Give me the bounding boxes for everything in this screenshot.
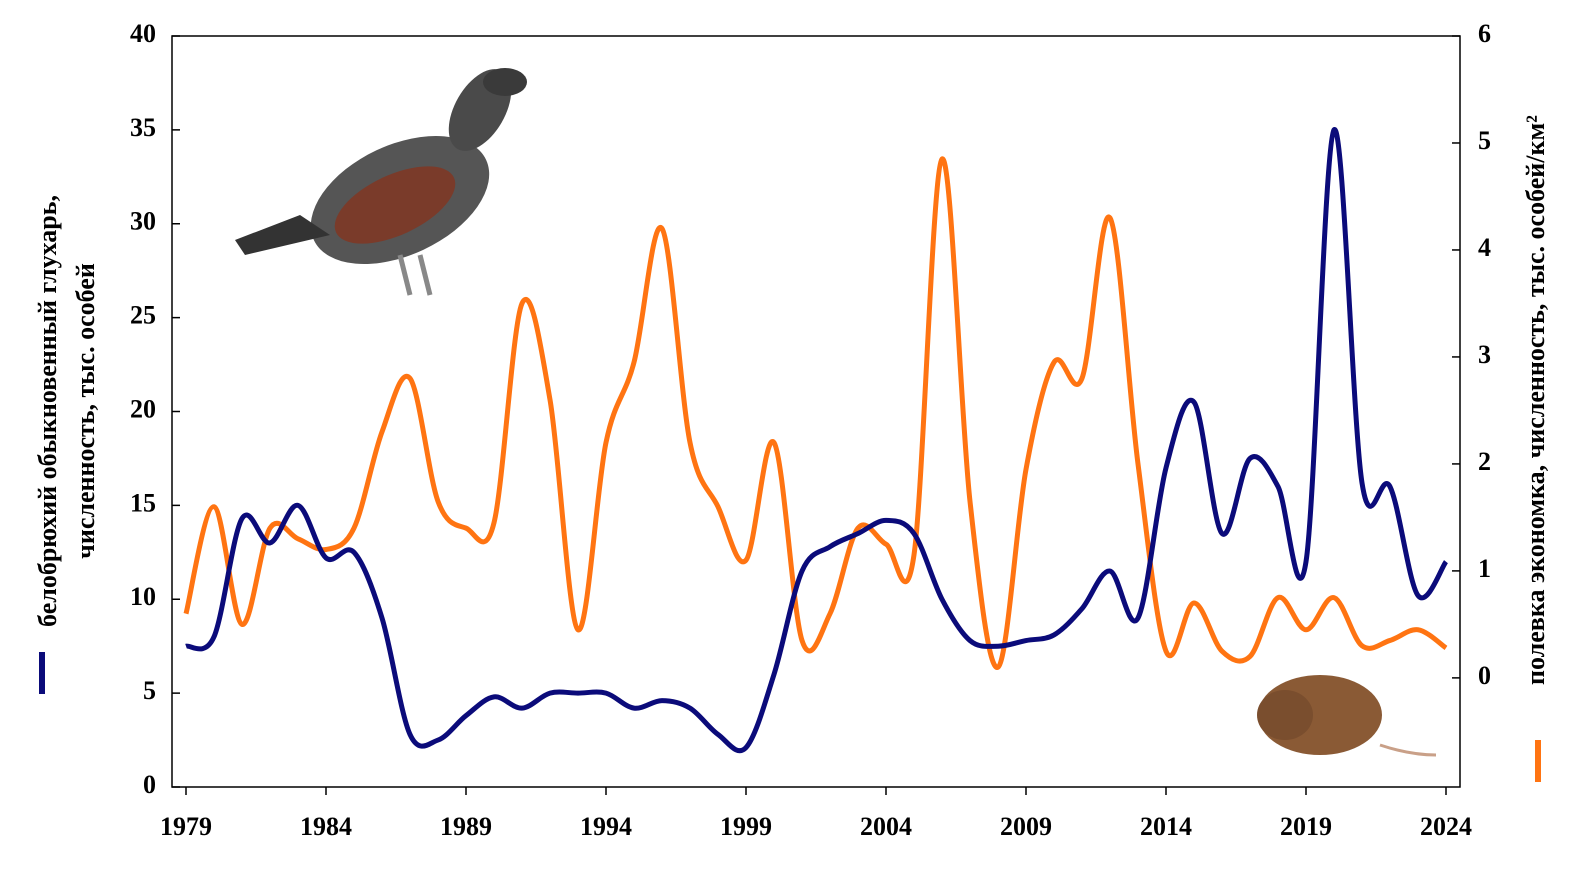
- y2-tick-label: 1: [1478, 554, 1491, 583]
- y-tick-label: 40: [130, 19, 156, 48]
- y2-tick-label: 2: [1478, 447, 1491, 476]
- x-tick-label: 2004: [860, 812, 912, 841]
- y-axis-label: численность, тыс. особей: [71, 263, 100, 559]
- y2-tick-label: 0: [1478, 661, 1491, 690]
- y-tick-label: 10: [130, 582, 156, 611]
- x-tick-label: 1984: [300, 812, 352, 841]
- y2-tick-label: 6: [1478, 19, 1491, 48]
- y-tick-label: 0: [143, 770, 156, 799]
- plot-frame: [171, 35, 1461, 788]
- bird-illustration: [235, 68, 527, 296]
- series-line: [183, 156, 1448, 670]
- x-tick-label: 1989: [440, 812, 492, 841]
- y-tick-label: 30: [130, 207, 156, 236]
- x-tick-label: 1979: [160, 812, 212, 841]
- x-tick-label: 2009: [1000, 812, 1052, 841]
- y-tick-label: 5: [143, 676, 156, 705]
- x-tick-label: 1999: [720, 812, 772, 841]
- y2-tick-label: 3: [1478, 340, 1491, 369]
- y2-tick-label: 4: [1478, 233, 1491, 262]
- y2-axis-label: полевка экономка, численность, тыс. особ…: [1521, 115, 1550, 685]
- x-tick-label: 1994: [580, 812, 632, 841]
- x-tick-label: 2024: [1420, 812, 1472, 841]
- y-tick-label: 15: [130, 488, 156, 517]
- y-tick-label: 20: [130, 394, 156, 423]
- y-tick-label: 25: [130, 301, 156, 330]
- y-axis-label: белобрюхий обыкновенный глухарь,: [33, 195, 62, 627]
- x-tick-label: 2014: [1140, 812, 1192, 841]
- y-tick-label: 35: [130, 113, 156, 142]
- series-line: [185, 127, 1449, 754]
- x-tick-label: 2019: [1280, 812, 1332, 841]
- vole-illustration: [1257, 675, 1437, 757]
- y2-tick-label: 5: [1478, 126, 1491, 155]
